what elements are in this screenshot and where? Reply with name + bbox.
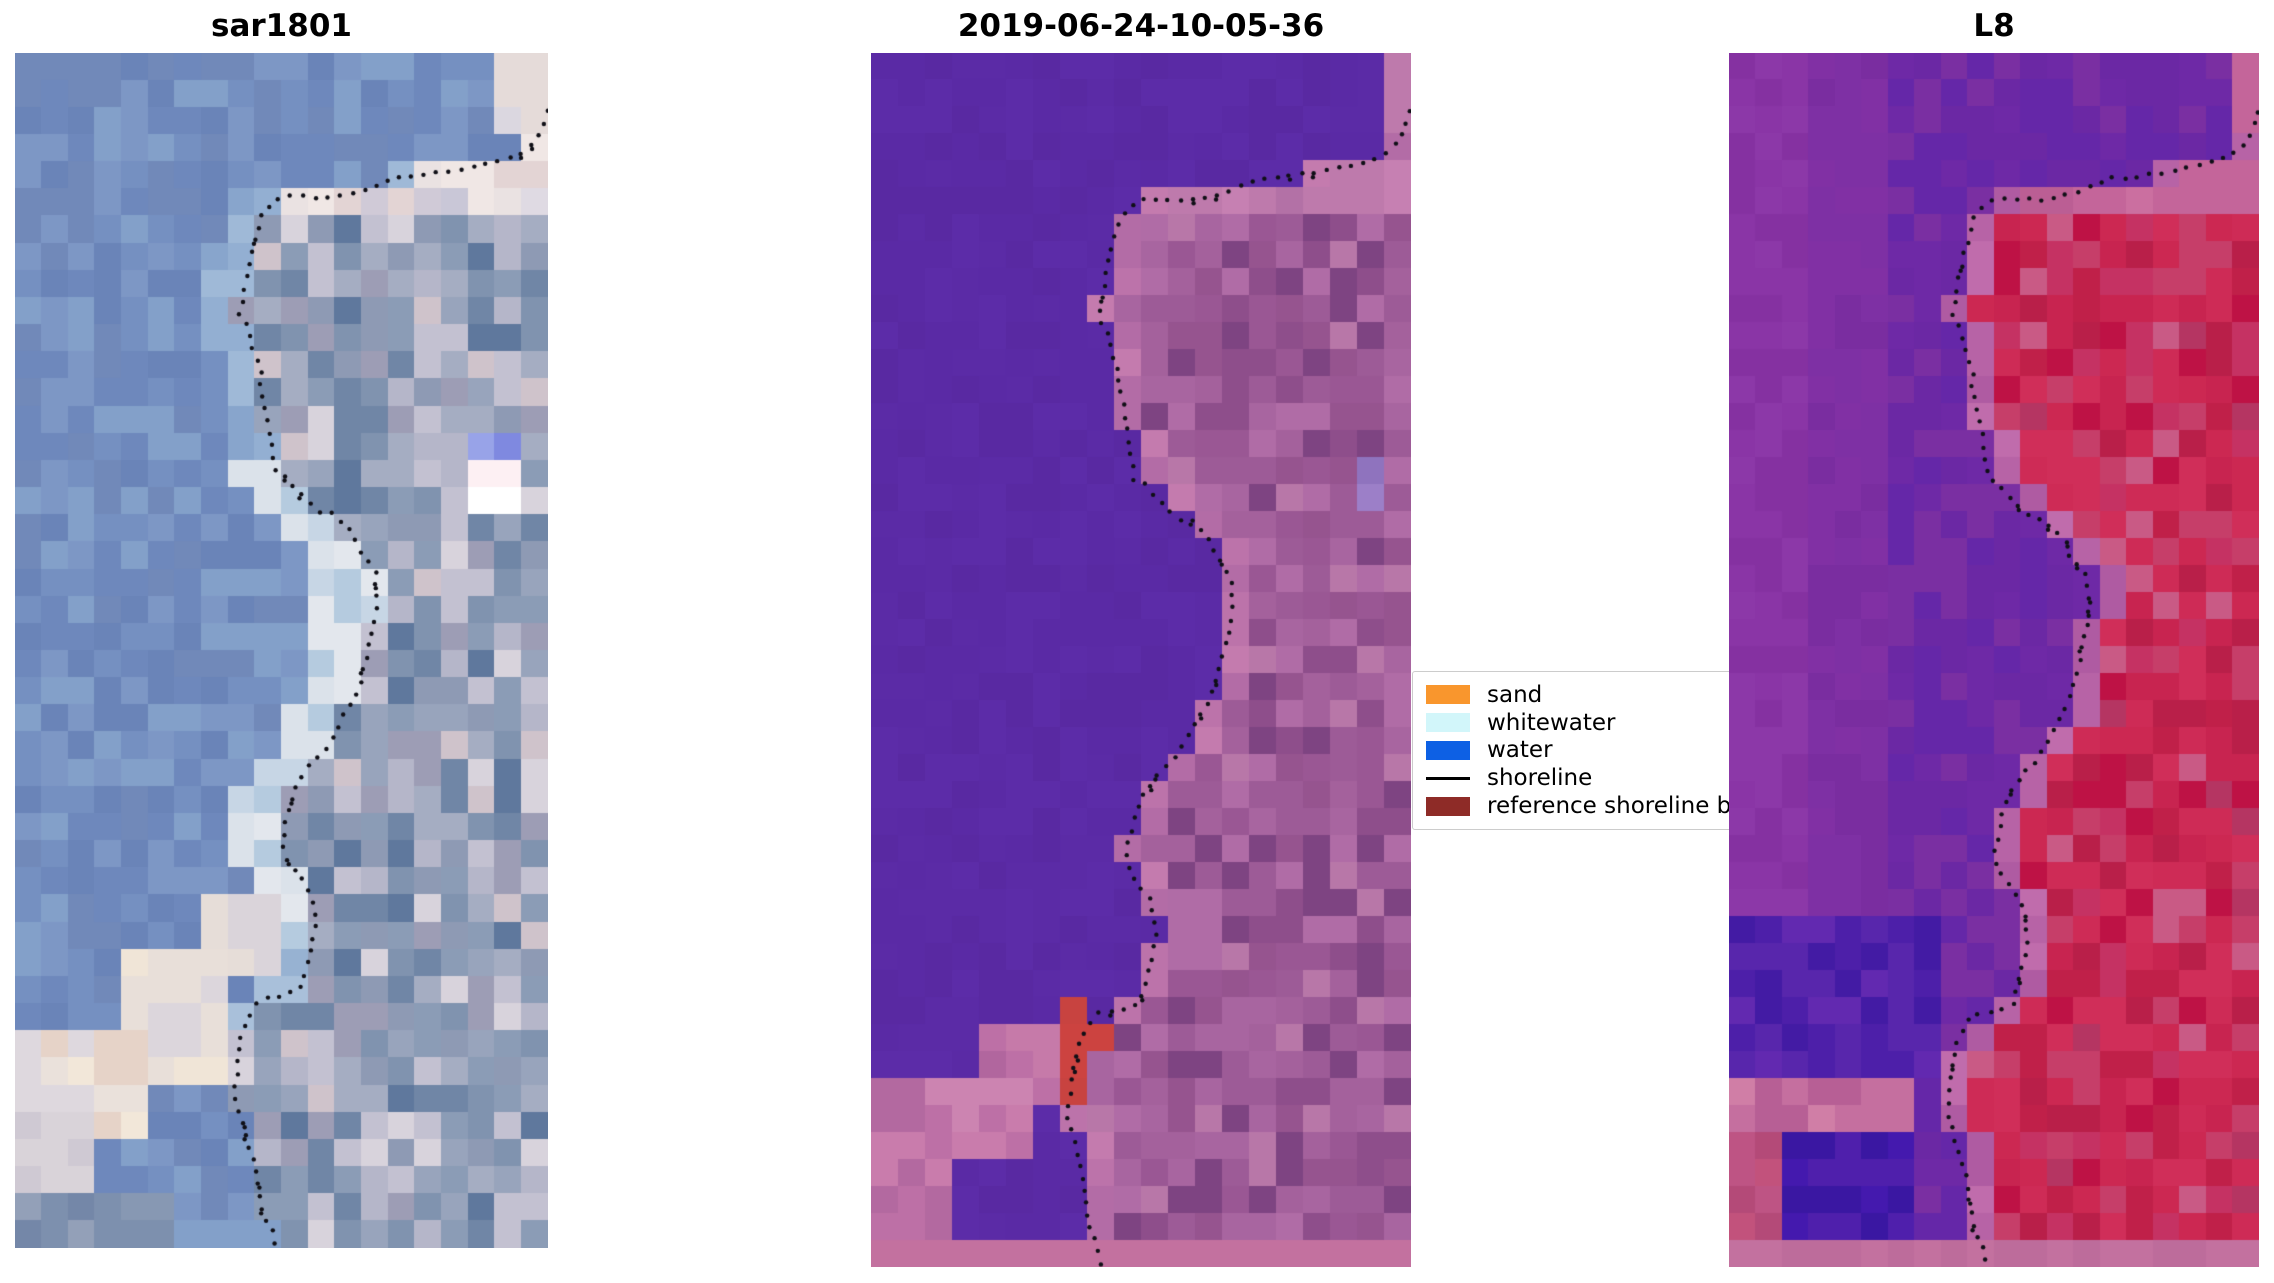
legend-item-shoreline: shoreline (1426, 764, 1919, 792)
legend-item-sand: sand (1426, 681, 1919, 709)
panel-title-l8: L8 (1973, 8, 2015, 44)
legend-patch-swatch (1426, 685, 1470, 705)
panel-title-sar1801: sar1801 (211, 8, 352, 44)
legend-line-swatch (1426, 776, 1470, 780)
legend-item-whitewater: whitewater (1426, 709, 1919, 737)
legend-label: water (1487, 737, 1553, 764)
legend-label: sand (1487, 681, 1543, 708)
legend-item-water: water (1426, 737, 1919, 765)
legend-patch-swatch (1426, 713, 1470, 733)
sar1801-image (15, 53, 548, 1248)
panel-title-classified-date: 2019-06-24-10-05-36 (957, 8, 1325, 44)
legend-patch-swatch (1426, 740, 1470, 760)
legend-label: shoreline (1487, 765, 1593, 792)
l8-image (1729, 53, 2259, 1267)
classified-image (871, 53, 1411, 1267)
legend-label: whitewater (1487, 709, 1616, 736)
legend-patch-swatch (1426, 796, 1470, 816)
